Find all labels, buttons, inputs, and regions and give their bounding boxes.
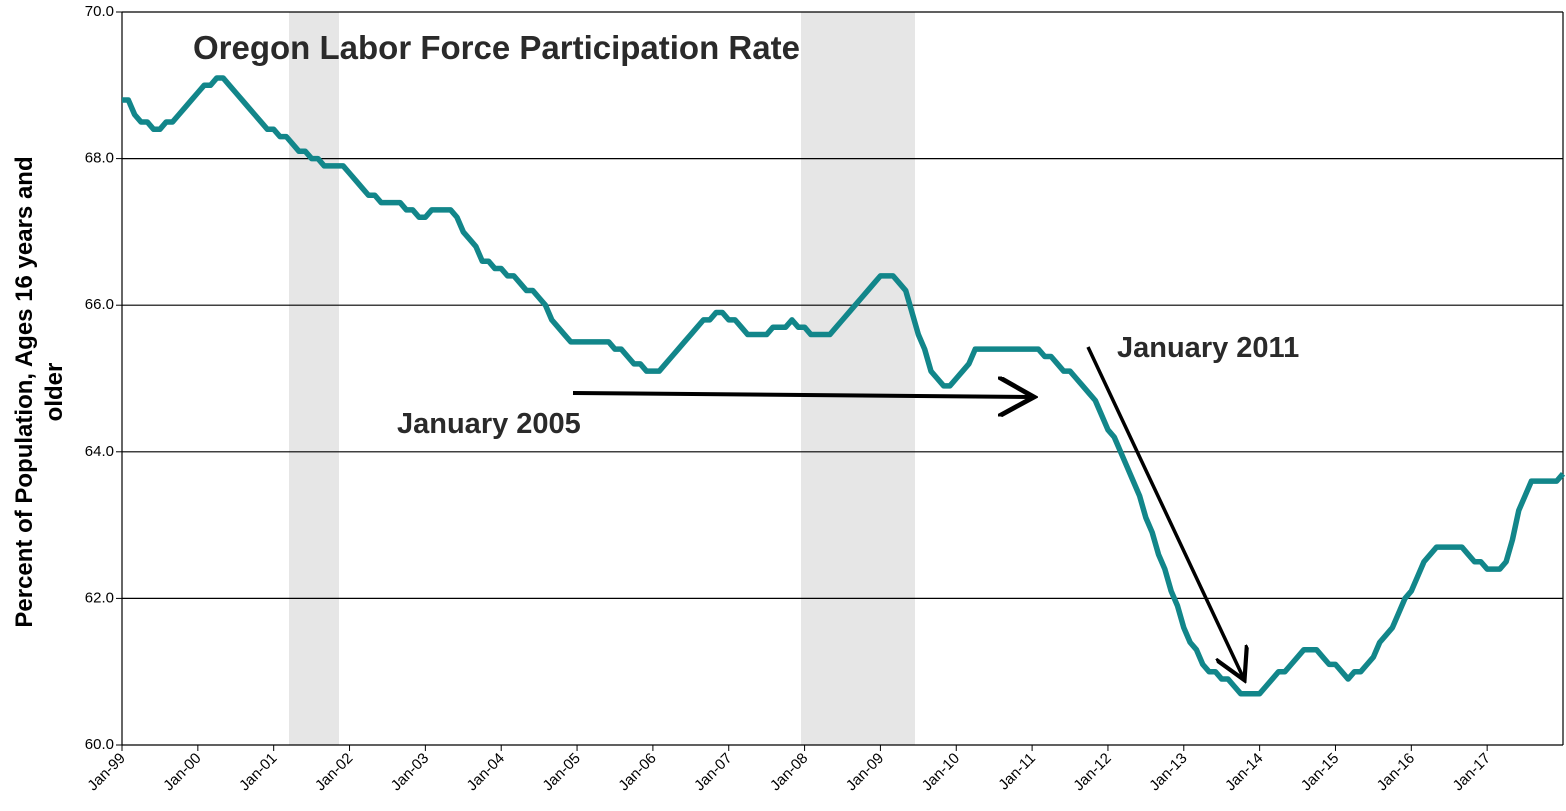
x-tick-label: Jan-99	[84, 750, 128, 794]
x-tick-label: Jan-03	[388, 750, 432, 794]
y-tick-label: 66.0	[85, 296, 114, 313]
x-tick-label: Jan-02	[312, 750, 356, 794]
x-tick-label: Jan-15	[1298, 750, 1342, 794]
y-tick-label: 70.0	[85, 3, 114, 20]
y-tick-label: 68.0	[85, 150, 114, 167]
recession-shade	[801, 12, 915, 745]
x-tick-label: Jan-09	[843, 750, 887, 794]
x-tick-label: Jan-11	[995, 750, 1039, 794]
x-tick-label: Jan-17	[1450, 750, 1494, 794]
arrow	[572, 393, 1030, 397]
x-tick-label: Jan-05	[539, 750, 583, 794]
chart-title: Oregon Labor Force Participation Rate	[193, 29, 800, 66]
x-tick-label: Jan-08	[767, 750, 811, 794]
line	[122, 75, 1566, 697]
x-tick-label: Jan-16	[1374, 750, 1418, 794]
x-tick-label: Jan-01	[236, 750, 280, 794]
recession-shade	[289, 12, 339, 745]
y-tick-label: 64.0	[85, 443, 114, 460]
x-tick-label: Jan-00	[160, 750, 204, 794]
x-tick-label: Jan-13	[1146, 750, 1190, 794]
x-tick-label: Jan-04	[464, 750, 508, 794]
y-axis-label: Percent of Population, Ages 16 years and	[11, 156, 38, 627]
y-tick-label: 62.0	[85, 589, 114, 606]
grid	[116, 11, 1564, 751]
y-tick-label: 60.0	[85, 736, 114, 753]
arrow	[1086, 346, 1243, 677]
annotation: January 2011	[1117, 332, 1299, 364]
y-axis-label: older	[41, 363, 68, 422]
x-tick-label: Jan-14	[1222, 750, 1266, 794]
x-tick-label: Jan-07	[691, 750, 735, 794]
annotation: January 2005	[397, 408, 581, 440]
x-tick-label: Jan-10	[919, 750, 963, 794]
x-tick-label: Jan-12	[1070, 750, 1114, 794]
x-tick-label: Jan-06	[615, 750, 659, 794]
plot	[122, 75, 1566, 697]
